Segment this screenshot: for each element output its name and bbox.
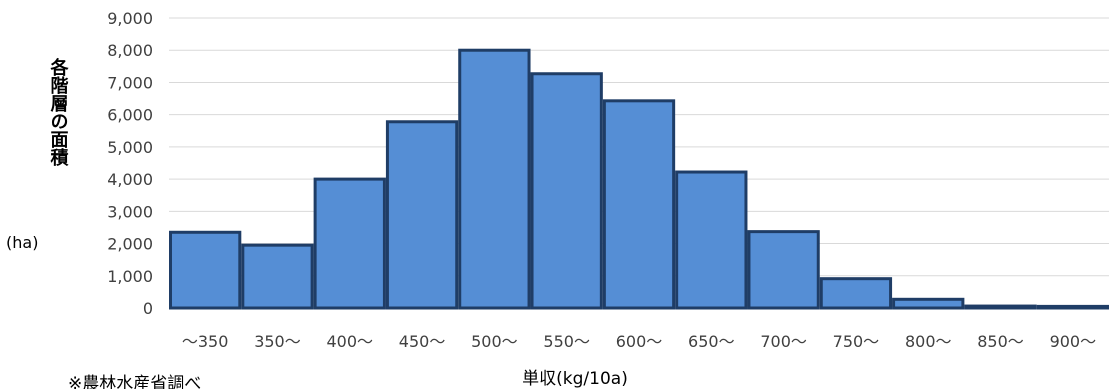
y-tick-label: 9,000 (107, 9, 153, 28)
bar-〜350 (169, 230, 242, 310)
x-axis-label: 単収(kg/10a) (522, 369, 628, 389)
bar-500〜 (458, 48, 531, 310)
bar-750〜 (819, 277, 893, 310)
bar-800〜 (892, 297, 965, 310)
y-tick-label: 2,000 (107, 235, 153, 254)
x-tick-label: 850〜 (977, 332, 1024, 351)
bar-600〜 (602, 99, 676, 310)
x-tick-labels: 〜350 350〜 400〜 450〜 500〜 550〜 600〜 650〜 700〜 750〜… (182, 332, 1096, 351)
x-tick-label: 450〜 (399, 332, 446, 351)
x-tick-label: 750〜 (833, 332, 880, 351)
bar-400〜 (313, 177, 386, 310)
x-tick-label: 800〜 (905, 332, 952, 351)
y-tick-label: 0 (143, 299, 153, 318)
x-tick-label: 700〜 (760, 332, 807, 351)
y-tick-label: 3,000 (107, 202, 153, 221)
x-tick-label: 400〜 (326, 332, 373, 351)
bar-550〜 (530, 72, 603, 310)
x-tick-label: 〜350 (182, 332, 229, 351)
y-tick-label: 5,000 (107, 138, 153, 157)
x-tick-label: 500〜 (471, 332, 518, 351)
y-axis-label: 各階層の面積 (48, 57, 70, 167)
y-tick-label: 4,000 (107, 170, 153, 189)
bar-900〜 (1036, 304, 1109, 310)
y-tick-label: 7,000 (107, 73, 153, 92)
source-note: ※農林水産省調べ (68, 374, 201, 389)
bar-450〜 (385, 120, 459, 310)
bar-850〜 (964, 304, 1037, 310)
y-tick-label: 6,000 (107, 106, 153, 125)
bar-350〜 (241, 243, 314, 310)
y-axis-unit: (ha) (6, 233, 38, 252)
y-tick-labels: 0 1,000 2,000 3,000 4,000 5,000 6,000 7,000 8,00… (107, 9, 153, 318)
x-tick-label: 900〜 (1050, 332, 1097, 351)
bar-650〜 (675, 170, 748, 310)
bars (169, 48, 1109, 310)
bar-700〜 (747, 230, 820, 310)
x-tick-label: 550〜 (543, 332, 590, 351)
x-tick-label: 350〜 (254, 332, 301, 351)
x-tick-label: 650〜 (688, 332, 735, 351)
y-tick-label: 8,000 (107, 41, 153, 60)
y-tick-label: 1,000 (107, 267, 153, 286)
x-tick-label: 600〜 (616, 332, 663, 351)
